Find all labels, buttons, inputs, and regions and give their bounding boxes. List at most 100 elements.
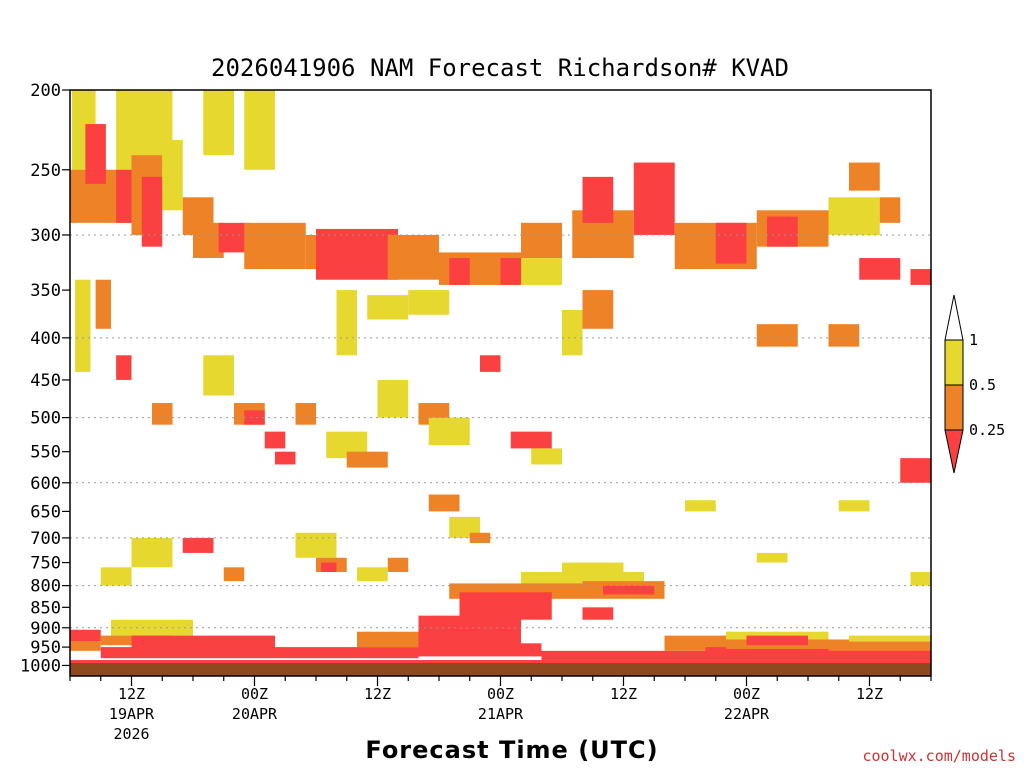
ri-region xyxy=(685,500,716,512)
legend: 1 0.5 0.25 xyxy=(944,294,1005,474)
ri-region xyxy=(346,451,388,468)
ri-region xyxy=(480,355,501,372)
legend-bin xyxy=(944,339,964,386)
ri-region xyxy=(849,635,931,642)
ri-region xyxy=(521,222,562,259)
x-tick-label: 12Z xyxy=(118,685,145,703)
ri-region xyxy=(500,258,521,285)
ri-region xyxy=(459,592,552,620)
y-tick-label: 900 xyxy=(30,619,61,639)
x-tick-label: 12Z xyxy=(610,685,637,703)
ri-region xyxy=(141,176,163,247)
legend-bin xyxy=(944,384,964,431)
ri-region xyxy=(70,629,101,642)
ri-region xyxy=(223,567,245,582)
ri-region xyxy=(849,162,880,191)
ri-region xyxy=(336,290,357,356)
ri-region xyxy=(633,162,675,235)
ri-region xyxy=(367,295,409,320)
x-tick-label: 00Z xyxy=(487,685,514,703)
ri-region xyxy=(510,431,552,449)
ri-region xyxy=(203,90,234,156)
x-axis-label: Forecast Time (UTC) xyxy=(365,736,658,764)
y-tick-label: 950 xyxy=(30,638,61,658)
gridlines xyxy=(70,234,931,629)
ri-region xyxy=(582,176,614,223)
credit-text: coolwx.com/models xyxy=(862,747,1016,765)
ri-region xyxy=(541,650,706,662)
y-tick-label: 450 xyxy=(30,371,61,391)
legend-top-arrow xyxy=(944,294,964,341)
ri-region xyxy=(521,258,562,285)
ri-region xyxy=(562,309,583,356)
y-tick-label: 400 xyxy=(30,329,61,349)
ri-region xyxy=(75,279,91,372)
x-axis: 12Z 19APR 2026 00Z 20APR 12Z 00Z 21APR 12Z 00Z 22A… xyxy=(69,676,932,743)
ri-region xyxy=(100,647,419,659)
y-tick-label: 600 xyxy=(30,474,61,494)
ri-region xyxy=(767,216,798,247)
ri-region xyxy=(418,643,542,657)
y-tick-label: 500 xyxy=(30,409,61,429)
x-tick-date: 22APR xyxy=(724,705,770,723)
ri-region xyxy=(131,635,275,651)
y-tick-label: 800 xyxy=(30,577,61,597)
x-tick-date: 20APR xyxy=(232,705,278,723)
ri-region xyxy=(387,234,439,280)
ri-region xyxy=(100,567,132,586)
ri-region xyxy=(428,417,470,446)
y-tick-label: 550 xyxy=(30,443,61,463)
x-tick-date: 21APR xyxy=(478,705,524,723)
ri-region xyxy=(449,516,480,538)
ri-region xyxy=(203,355,234,396)
ri-region xyxy=(449,258,470,285)
ri-region xyxy=(531,448,562,465)
ri-region xyxy=(900,458,931,483)
ri-region xyxy=(295,532,337,558)
ri-region xyxy=(910,571,931,586)
ri-region xyxy=(116,169,132,223)
ri-region xyxy=(664,635,726,651)
ri-region xyxy=(131,537,173,568)
x-tick-label: 00Z xyxy=(241,685,268,703)
ri-region xyxy=(85,124,106,184)
y-tick-label: 300 xyxy=(30,226,61,246)
x-tick-label: 12Z xyxy=(856,685,883,703)
ri-region xyxy=(418,615,521,648)
ri-region xyxy=(756,552,788,563)
ri-region xyxy=(321,562,337,572)
ri-region xyxy=(408,290,450,315)
ri-region xyxy=(828,641,931,651)
x-tick-label: 00Z xyxy=(733,685,760,703)
ri-region xyxy=(95,279,111,329)
x-tick-year: 2026 xyxy=(113,725,149,743)
legend-bottom-arrow xyxy=(944,429,964,474)
y-tick-label: 350 xyxy=(30,281,61,301)
ri-region xyxy=(715,222,747,264)
ri-region xyxy=(357,631,419,648)
y-tick-label: 750 xyxy=(30,554,61,574)
legend-label: 1 xyxy=(969,331,978,349)
ri-region xyxy=(582,607,614,620)
y-tick-label: 850 xyxy=(30,598,61,618)
ri-region xyxy=(244,90,275,170)
y-axis: 200 250 300 350 400 450 500 550 600 650 700 750 8008… xyxy=(20,81,70,676)
ri-region xyxy=(838,500,870,512)
y-tick-label: 200 xyxy=(30,81,61,101)
legend-label: 0.25 xyxy=(969,421,1005,439)
ri-region xyxy=(562,562,624,582)
ri-region xyxy=(357,567,388,582)
ri-region xyxy=(910,269,931,285)
ri-region xyxy=(828,324,860,347)
ri-region xyxy=(70,641,101,651)
ri-region xyxy=(603,585,655,595)
legend-label: 0.5 xyxy=(969,376,996,394)
ri-region xyxy=(111,619,193,636)
ri-region xyxy=(428,494,460,512)
ri-region xyxy=(746,635,808,646)
ri-region xyxy=(70,660,931,666)
ri-region xyxy=(116,355,132,380)
y-tick-label: 250 xyxy=(30,161,61,181)
chart-title: 2026041906 NAM Forecast Richardson# KVAD xyxy=(211,54,789,82)
